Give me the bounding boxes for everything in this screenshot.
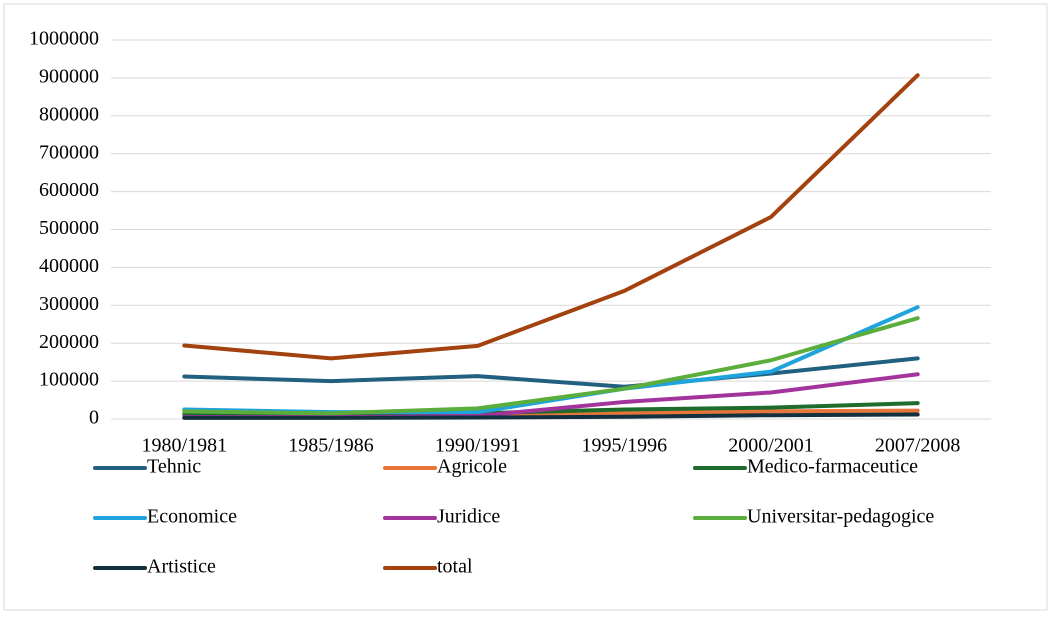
y-tick-label: 400000 [39,255,99,277]
chart-border [3,3,1048,611]
y-tick-label: 1000000 [29,28,99,50]
legend-label: total [437,556,473,578]
legend-label: Juridice [437,506,500,528]
y-tick-label: 700000 [39,141,99,163]
x-tick-label: 2000/2001 [728,435,814,457]
legend-label: Tehnic [147,456,201,478]
series-line [182,356,920,389]
x-tick-label: 1995/1996 [582,435,668,457]
x-tick-label: 2007/2008 [875,435,961,457]
y-tick-label: 100000 [39,369,99,391]
y-tick-label: 500000 [39,217,99,239]
y-tick-label: 0 [89,407,99,429]
y-tick-label: 600000 [39,179,99,201]
series-line [182,412,920,420]
y-tick-label: 200000 [39,331,99,353]
x-tick-label: 1985/1986 [288,435,374,457]
series-line [182,316,920,416]
y-tick-label: 800000 [39,103,99,125]
legend-label: Universitar-pedagogice [747,506,934,528]
y-tick-label: 900000 [39,65,99,87]
legend-label: Economice [147,506,237,528]
x-tick-label: 1980/1981 [142,435,228,457]
legend-label: Agricole [437,456,507,478]
y-tick-label: 300000 [39,293,99,315]
legend-label: Medico-farmaceutice [747,456,918,478]
x-tick-label: 1990/1991 [435,435,521,457]
series-line [182,73,920,361]
legend-label: Artistice [147,556,216,578]
